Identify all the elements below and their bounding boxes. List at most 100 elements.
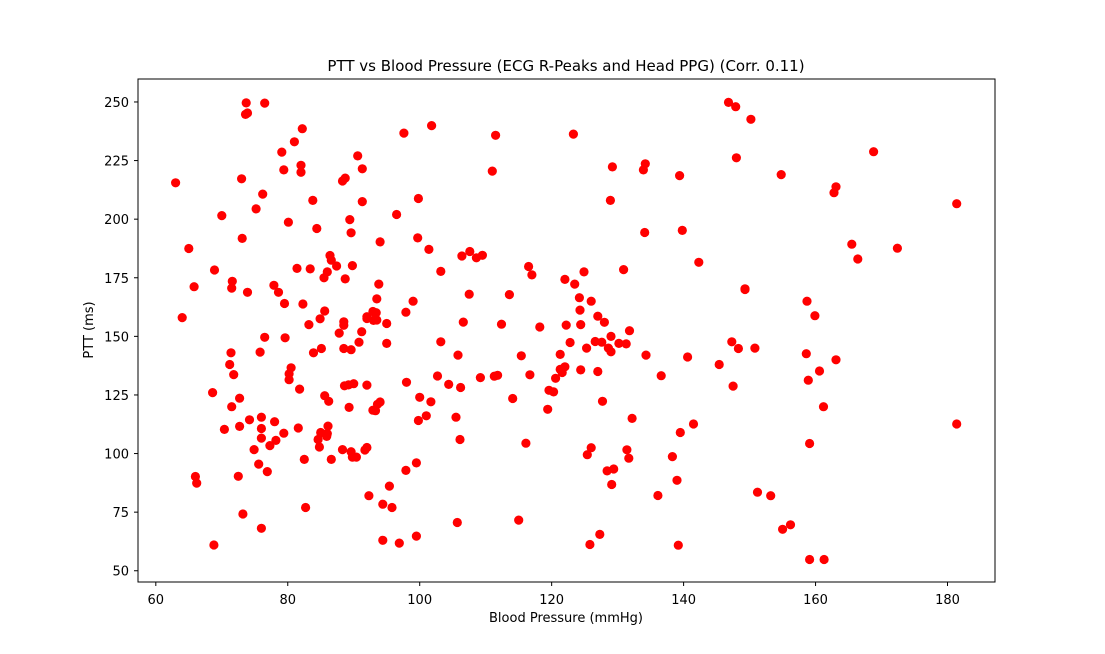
data-point [357,327,367,337]
data-point [750,343,760,353]
data-point [535,322,545,332]
data-point [568,129,579,139]
data-point [357,197,367,207]
data-point [189,282,199,292]
data-point [521,438,531,448]
data-point [242,108,253,118]
data-point [244,415,255,425]
data-point [627,413,637,423]
x-tick-label: 160 [803,593,828,608]
data-point [347,261,357,271]
data-point [785,520,796,530]
x-tick-label: 60 [148,593,165,608]
data-point [372,315,382,325]
data-point [305,264,315,274]
y-tick-label: 250 [104,96,129,111]
data-point [371,308,381,318]
data-point [171,178,181,188]
data-point [673,540,683,550]
data-point [209,265,220,275]
data-point [322,267,332,277]
data-point [952,419,962,429]
data-point [357,164,367,174]
data-point [731,102,741,112]
data-point [375,397,385,407]
data-point [260,332,270,342]
data-point [582,450,592,460]
data-point [575,305,585,315]
data-point [624,453,634,463]
data-point [805,438,815,449]
data-point [561,320,571,330]
data-point [606,347,616,357]
y-axis-label: PTT (ms) [82,301,97,358]
data-point [339,320,349,330]
data-point [271,435,281,445]
data-point [184,243,194,254]
data-point [831,182,841,192]
data-point [237,233,247,243]
y-tick-label: 125 [104,389,129,404]
data-point [458,317,468,327]
data-point [297,124,307,134]
data-point [295,384,305,394]
data-point [656,371,666,381]
data-point [493,370,503,380]
data-point [514,515,524,525]
data-point [477,250,487,260]
data-point [334,328,344,338]
data-point [249,445,259,455]
data-point [621,339,631,349]
data-point [436,266,446,276]
y-tick-label: 175 [104,272,129,287]
data-point [831,355,841,365]
data-point [413,415,423,426]
data-point [776,170,786,180]
x-tick-label: 100 [407,593,432,608]
data-point [293,423,303,433]
data-point [340,173,350,183]
data-point [640,159,650,169]
data-point [217,211,227,221]
y-tick-label: 150 [104,330,129,345]
data-point [286,363,296,373]
data-point [364,491,374,501]
data-point [504,290,514,300]
data-point [260,98,270,108]
data-point [415,392,425,402]
data-point [320,306,330,316]
data-point [453,350,463,360]
y-tick-label: 100 [104,448,129,463]
data-point [424,244,434,254]
data-point [292,263,302,273]
data-point [382,318,392,329]
data-point [675,171,685,181]
data-point [279,428,289,438]
data-point [802,296,812,306]
data-point [814,366,825,376]
data-point [241,98,251,108]
data-point [323,421,333,431]
data-point [456,382,466,393]
data-point [496,319,507,329]
data-point [892,243,903,253]
data-point [270,417,280,427]
data-point [254,459,264,469]
data-point [265,441,275,451]
data-point [740,284,750,295]
data-point [565,337,575,348]
data-point [766,491,776,501]
data-point [256,423,266,434]
data-point [675,427,685,438]
data-point [452,517,462,528]
data-point [619,265,629,275]
data-point [455,434,465,445]
data-point [606,331,616,341]
data-point [595,529,605,540]
data-point [314,442,324,452]
data-point [353,151,363,161]
data-point [316,343,326,354]
data-point [378,535,388,545]
x-tick-label: 140 [671,593,696,608]
